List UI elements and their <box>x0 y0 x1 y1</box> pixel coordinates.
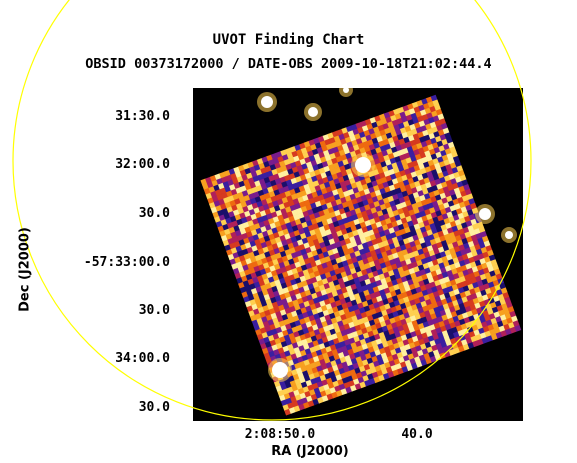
star <box>505 231 513 239</box>
star <box>308 107 318 117</box>
dec-tick-label: 34:00.0 <box>115 351 170 366</box>
dec-tick-label: 30.0 <box>138 400 170 415</box>
star <box>261 96 273 108</box>
chart-title: UVOT Finding Chart <box>212 32 365 48</box>
sky-image <box>200 88 522 416</box>
image-frame <box>193 88 523 421</box>
star <box>272 362 288 378</box>
star <box>355 157 371 173</box>
y-axis-title: Dec (J2000) <box>17 227 33 312</box>
ra-tick-label: 2:08:50.0 <box>244 427 316 442</box>
x-axis-title: RA (J2000) <box>271 444 349 459</box>
dec-tick-label: 31:30.0 <box>115 109 170 124</box>
ra-tick-label: 40.0 <box>401 427 433 442</box>
dec-tick-label: 30.0 <box>138 206 170 221</box>
dec-tick-label: -57:33:00.0 <box>83 255 170 270</box>
chart-subtitle: OBSID 00373172000 / DATE-OBS 2009-10-18T… <box>85 56 492 72</box>
dec-tick-label: 32:00.0 <box>115 157 170 172</box>
star <box>479 208 491 220</box>
dec-tick-label: 30.0 <box>138 303 170 318</box>
exposure-tile <box>200 94 522 416</box>
